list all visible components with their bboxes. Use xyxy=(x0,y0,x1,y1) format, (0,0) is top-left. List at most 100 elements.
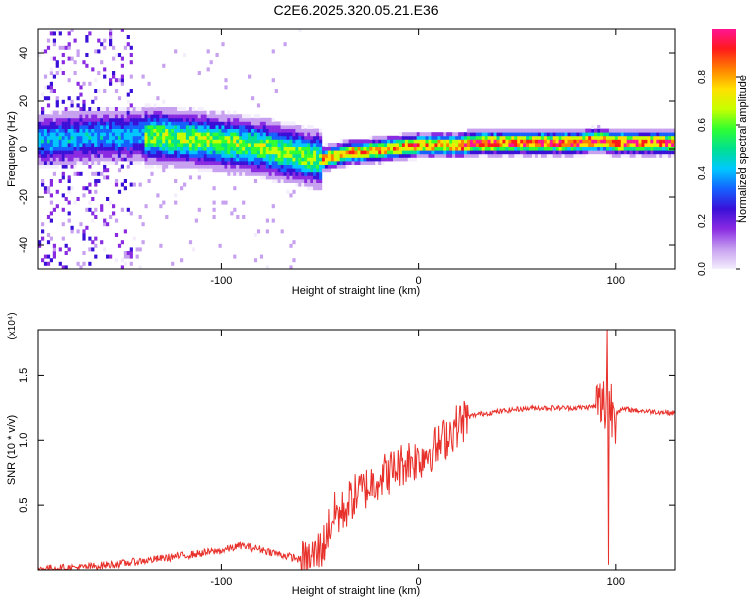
spectrogram-cell xyxy=(647,132,651,137)
spectrogram-cell xyxy=(478,153,482,158)
spectrogram-cell xyxy=(484,128,488,133)
spectrogram-cell xyxy=(221,150,225,155)
spectrogram-cell xyxy=(481,153,485,158)
spectrogram-cell xyxy=(496,143,500,147)
spectrogram-cell xyxy=(153,103,157,108)
spectrogram-cell xyxy=(316,132,320,137)
spectrogram-cell xyxy=(310,135,314,140)
spectrogram-cell xyxy=(641,146,645,151)
spectrogram-cell xyxy=(274,128,278,133)
spectrogram-cell xyxy=(200,161,204,165)
spectrogram-cell xyxy=(114,114,119,119)
spectrogram-cell xyxy=(38,110,42,115)
spectrogram-cell xyxy=(135,153,139,158)
spectrogram-cell xyxy=(387,146,391,151)
spectrogram-cell xyxy=(401,153,406,158)
spectrogram-cell xyxy=(233,146,237,151)
spectrogram-cell xyxy=(286,146,290,151)
spectrogram-cell xyxy=(209,121,213,126)
spectrogram-cell xyxy=(64,251,68,255)
spectrogram-cell xyxy=(632,146,636,151)
spectrogram-cell xyxy=(165,114,169,119)
spectrogram-cell xyxy=(659,139,663,144)
spectrogram-cell xyxy=(159,164,163,169)
spectrogram-cell xyxy=(49,211,53,216)
spectrogram-cell xyxy=(416,143,420,147)
spectrogram-cell xyxy=(286,175,290,180)
spectrogram-cell xyxy=(395,153,400,158)
spectrogram-cell xyxy=(174,107,178,111)
spectrogram-cell xyxy=(535,128,539,133)
spectrogram-cell xyxy=(123,121,127,126)
spectrogram-cell xyxy=(395,143,400,147)
spectrogram-cell xyxy=(141,110,145,115)
spectrogram-cell xyxy=(38,243,42,248)
spectrogram-cell xyxy=(100,107,104,111)
spectrogram-cell xyxy=(206,135,210,140)
spectrogram-cell xyxy=(313,157,317,162)
spectrogram-cell xyxy=(126,139,130,144)
spectrogram-cell xyxy=(526,143,530,147)
spectrogram-cell xyxy=(283,135,287,140)
spectrogram-cell xyxy=(304,150,308,155)
spectrogram-cell xyxy=(271,117,275,122)
spectrogram-cell xyxy=(49,125,53,129)
spectrogram-cell xyxy=(245,114,249,119)
spectrogram-cell xyxy=(490,150,494,155)
spectrogram-cell xyxy=(185,125,190,129)
spectrogram-cell xyxy=(437,146,441,151)
spectrogram-cell xyxy=(310,168,314,173)
spectrogram-cell xyxy=(387,135,391,140)
spectrogram-cell xyxy=(41,164,45,169)
spectrogram-cell xyxy=(425,132,429,137)
spectrogram-cell xyxy=(283,125,287,129)
spectrogram-cell xyxy=(112,117,116,122)
spectrogram-cell xyxy=(319,171,323,176)
spectrogram-cell xyxy=(659,153,663,158)
spectrogram-cell xyxy=(94,171,98,176)
spectrogram-cell xyxy=(295,139,299,144)
spectrogram-cell xyxy=(295,153,299,158)
spectrogram-cell xyxy=(611,143,616,147)
spectrogram-cell xyxy=(384,135,388,140)
spectrogram-cell xyxy=(153,107,157,111)
spectrogram-cell xyxy=(268,161,272,165)
spectrogram-cell xyxy=(180,110,184,115)
spectrogram-cell xyxy=(597,128,601,133)
spectrogram-cell xyxy=(298,146,302,151)
spectrogram-cell xyxy=(85,225,89,230)
spectrogram-cell xyxy=(597,135,601,140)
spectrogram-cell xyxy=(135,247,139,252)
spectrogram-cell xyxy=(289,161,293,165)
spectrogram-cell xyxy=(520,135,524,140)
spectrogram-cell xyxy=(73,60,77,65)
spectrogram-cell xyxy=(162,146,166,151)
spectrogram-cell xyxy=(475,128,479,133)
spectrogram-cell xyxy=(46,233,51,237)
spectrogram-cell xyxy=(97,38,101,43)
spectrogram-cell xyxy=(114,78,119,83)
spectrogram-cell xyxy=(271,135,275,140)
spectrogram-cell xyxy=(120,265,124,269)
spectrogram-cell xyxy=(162,150,166,155)
spectrogram-cell xyxy=(481,128,485,133)
spectrogram-cell xyxy=(265,171,269,176)
spectrogram-cell xyxy=(289,143,293,147)
spectrogram-cell xyxy=(620,132,624,137)
spectrogram-cell xyxy=(558,146,562,151)
spectrogram-cell xyxy=(46,139,51,144)
spectrogram-cell xyxy=(73,107,77,111)
spectrogram-cell xyxy=(242,132,246,137)
spectrogram-cell xyxy=(493,150,497,155)
spectrogram-cell xyxy=(112,211,116,216)
spectrogram-cell xyxy=(449,150,453,155)
spectrogram-cell xyxy=(393,139,397,144)
spectrogram-cell xyxy=(558,135,562,140)
spectrogram-cell xyxy=(549,150,553,155)
spectrogram-cell xyxy=(112,56,116,61)
spectrogram-cell xyxy=(327,168,332,173)
spectrogram-cell xyxy=(647,143,651,147)
spectrogram-cell xyxy=(73,110,77,115)
spectrogram-cell xyxy=(656,153,660,158)
spectrogram-cell xyxy=(594,135,598,140)
